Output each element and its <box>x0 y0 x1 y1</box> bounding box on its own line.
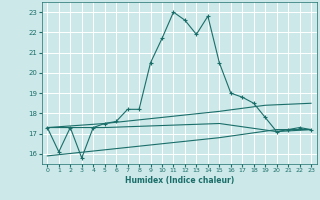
X-axis label: Humidex (Indice chaleur): Humidex (Indice chaleur) <box>124 176 234 185</box>
